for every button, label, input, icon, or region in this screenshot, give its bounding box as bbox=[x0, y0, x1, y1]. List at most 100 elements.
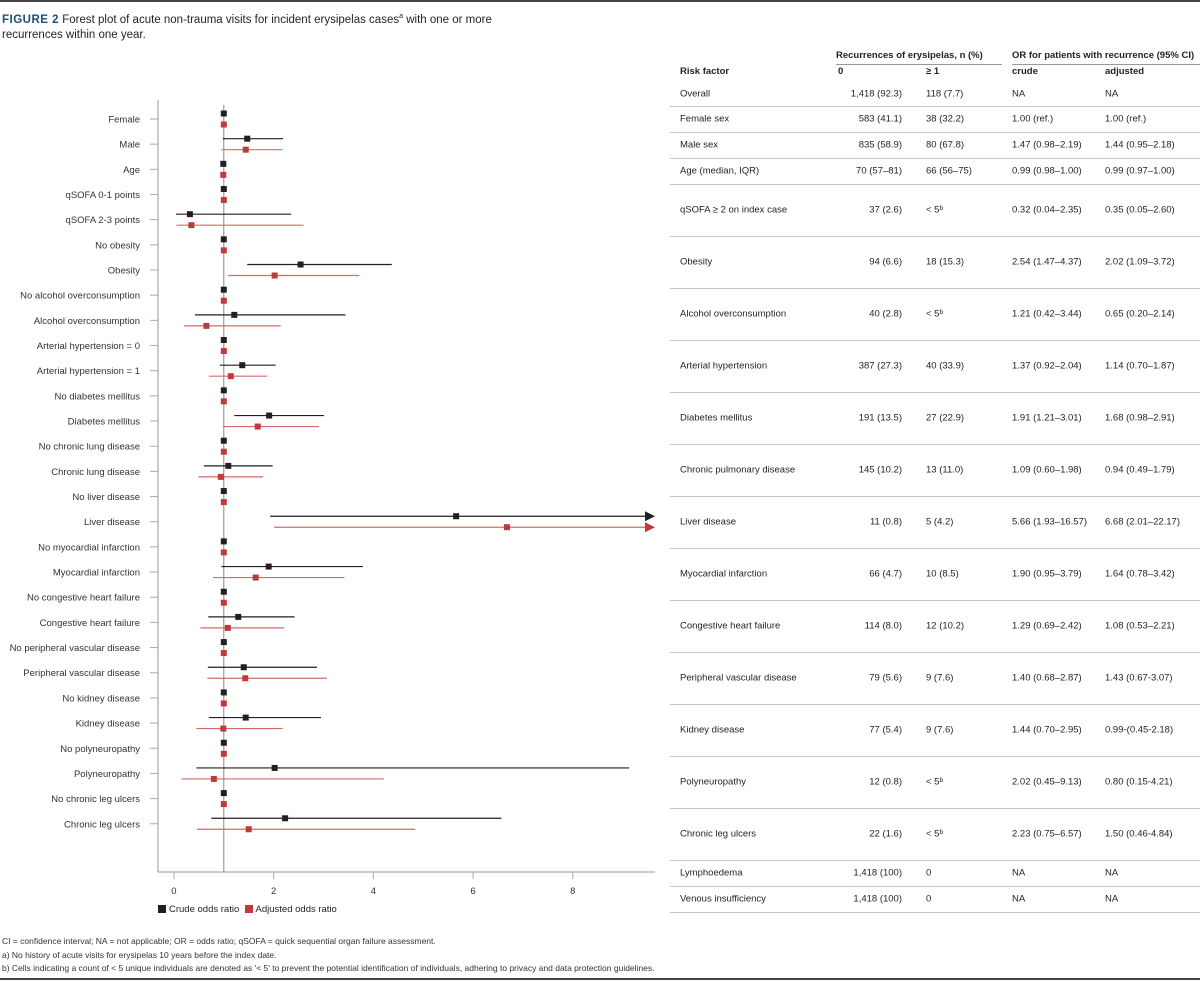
row-label: qSOFA 0-1 points bbox=[66, 190, 141, 201]
row-label: Female bbox=[108, 115, 140, 126]
cell-risk: Peripheral vascular disease bbox=[680, 672, 797, 684]
title-text-2: with one or more recurrences within one … bbox=[2, 13, 492, 41]
cell-crude: 1.91 (1.21–3.01) bbox=[1012, 412, 1082, 424]
row-label: Arterial hypertension = 1 bbox=[37, 366, 140, 377]
crude-point bbox=[297, 261, 304, 268]
cell-adjusted: 1.00 (ref.) bbox=[1105, 113, 1147, 125]
crude-point bbox=[266, 412, 273, 419]
cell-risk: Male sex bbox=[680, 139, 719, 151]
cell-zero: 1,418 (92.3) bbox=[850, 88, 902, 100]
header-recurrences: Recurrences of erysipelas, n (%) bbox=[836, 50, 983, 61]
cell-risk: Liver disease bbox=[680, 516, 736, 528]
cell-adjusted: 1.50 (0.46-4.84) bbox=[1105, 828, 1173, 840]
cell-adjusted: NA bbox=[1105, 893, 1119, 905]
cell-adjusted: NA bbox=[1105, 867, 1119, 879]
row-label: Peripheral vascular disease bbox=[23, 668, 140, 679]
cell-adjusted: 2.02 (1.09–3.72) bbox=[1105, 256, 1175, 268]
row-label: Chronic lung disease bbox=[51, 467, 140, 478]
cell-crude: NA bbox=[1012, 893, 1026, 905]
adjusted-point bbox=[210, 775, 217, 782]
cell-zero: 12 (0.8) bbox=[869, 776, 902, 788]
cell-crude: 2.23 (0.75–6.57) bbox=[1012, 828, 1082, 840]
header-crude: crude bbox=[1012, 66, 1038, 77]
row-label: No kidney disease bbox=[62, 693, 140, 704]
figure-label: FIGURE 2 bbox=[2, 13, 60, 26]
cell-crude: 0.32 (0.04–2.35) bbox=[1012, 204, 1082, 216]
cell-zero: 94 (6.6) bbox=[869, 256, 902, 268]
cell-one: 10 (8.5) bbox=[926, 568, 959, 580]
cell-zero: 145 (10.2) bbox=[858, 464, 902, 476]
adjusted-point bbox=[188, 222, 195, 229]
row-label: Chronic leg ulcers bbox=[64, 819, 140, 830]
cell-risk: Diabetes mellitus bbox=[680, 412, 753, 424]
cell-crude: NA bbox=[1012, 867, 1026, 879]
row-label: No liver disease bbox=[72, 492, 140, 503]
row-label: No congestive heart failure bbox=[27, 593, 140, 604]
x-tick-label: 2 bbox=[271, 886, 276, 897]
cell-crude: 5.66 (1.93–16.57) bbox=[1012, 516, 1088, 528]
crude-point bbox=[220, 689, 227, 696]
cell-adjusted: 0.35 (0.05–2.60) bbox=[1105, 204, 1175, 216]
table-row: Chronic leg ulcers 22 (1.6) < 5ᵇ 2.23 (0.75… bbox=[670, 808, 1200, 861]
cell-zero: 22 (1.6) bbox=[869, 828, 902, 840]
cell-adjusted: 0.80 (0.15-4.21) bbox=[1105, 776, 1173, 788]
adjusted-point bbox=[503, 524, 510, 531]
crude-point bbox=[220, 337, 227, 344]
table-row: Chronic pulmonary disease 145 (10.2) 13 (1… bbox=[670, 444, 1200, 497]
cell-crude: 1.21 (0.42–3.44) bbox=[1012, 308, 1082, 320]
adjusted-point bbox=[220, 398, 227, 405]
cell-adjusted: 1.43 (0.67-3.07) bbox=[1105, 672, 1173, 684]
cell-crude: 0.99 (0.98–1.00) bbox=[1012, 165, 1082, 177]
adjusted-point bbox=[224, 624, 231, 631]
row-label: Arterial hypertension = 0 bbox=[37, 341, 140, 352]
cell-risk: Age (median, IQR) bbox=[680, 165, 760, 177]
table-row: Alcohol overconsumption 40 (2.8) < 5ᵇ 1.21 … bbox=[670, 288, 1200, 341]
adjusted-point bbox=[220, 725, 227, 732]
note: a) No history of acute visits for erysip… bbox=[2, 949, 277, 960]
crude-point bbox=[220, 236, 227, 243]
cell-zero: 583 (41.1) bbox=[858, 113, 902, 125]
cell-zero: 1,418 (100) bbox=[853, 867, 902, 879]
adjusted-point bbox=[203, 322, 210, 329]
cell-crude: 1.09 (0.60–1.98) bbox=[1012, 464, 1082, 476]
cell-zero: 79 (5.6) bbox=[869, 672, 902, 684]
cell-one: < 5ᵇ bbox=[926, 204, 944, 216]
legend-crude: Crude odds ratio bbox=[169, 904, 240, 915]
cell-crude: 1.44 (0.70–2.95) bbox=[1012, 724, 1082, 736]
cell-one: 66 (56–75) bbox=[926, 165, 972, 177]
header-adjusted: adjusted bbox=[1105, 66, 1145, 77]
cell-one: 40 (33.9) bbox=[926, 360, 965, 372]
cell-zero: 66 (4.7) bbox=[869, 568, 902, 580]
cell-adjusted: 0.99-(0.45-2.18) bbox=[1105, 724, 1174, 736]
x-tick-label: 4 bbox=[371, 886, 376, 897]
table-row: Venous insufficiency 1,418 (100) 0 NA NA bbox=[670, 886, 1200, 913]
row-label: No diabetes mellitus bbox=[54, 391, 140, 402]
crude-arrow bbox=[645, 511, 655, 522]
crude-point bbox=[235, 613, 242, 620]
cell-one: 27 (22.9) bbox=[926, 412, 965, 424]
cell-adjusted: 0.65 (0.20–2.14) bbox=[1105, 308, 1175, 320]
table-row: Congestive heart failure 114 (8.0) 12 (10.… bbox=[670, 600, 1200, 653]
adjusted-point bbox=[220, 700, 227, 707]
row-label: Age bbox=[123, 165, 140, 176]
cell-adjusted: 1.64 (0.78–3.42) bbox=[1105, 568, 1175, 580]
row-label: Congestive heart failure bbox=[40, 618, 140, 629]
adjusted-swatch bbox=[244, 905, 253, 913]
row-label: Obesity bbox=[108, 266, 140, 277]
crude-point bbox=[220, 437, 227, 444]
adjusted-point bbox=[220, 348, 227, 355]
adjusted-point bbox=[220, 650, 227, 657]
forest-plot: 0 2 4 6 8 Female Male Age qSOFA 0-1 points qSOFA … bbox=[10, 100, 655, 897]
cell-one: 13 (11.0) bbox=[926, 464, 964, 476]
adjusted-point bbox=[220, 171, 227, 178]
row-label: No polyneuropathy bbox=[60, 744, 140, 755]
header-one: ≥ 1 bbox=[926, 66, 940, 77]
cell-risk: Venous insufficiency bbox=[680, 893, 766, 905]
adjusted-point bbox=[245, 826, 252, 833]
crude-point bbox=[453, 513, 460, 520]
adjusted-point bbox=[252, 574, 259, 581]
cell-adjusted: 1.14 (0.70–1.87) bbox=[1105, 360, 1175, 372]
cell-adjusted: 1.44 (0.95–2.18) bbox=[1105, 139, 1175, 151]
cell-zero: 835 (58.9) bbox=[858, 139, 902, 151]
cell-risk: Overall bbox=[680, 88, 711, 100]
